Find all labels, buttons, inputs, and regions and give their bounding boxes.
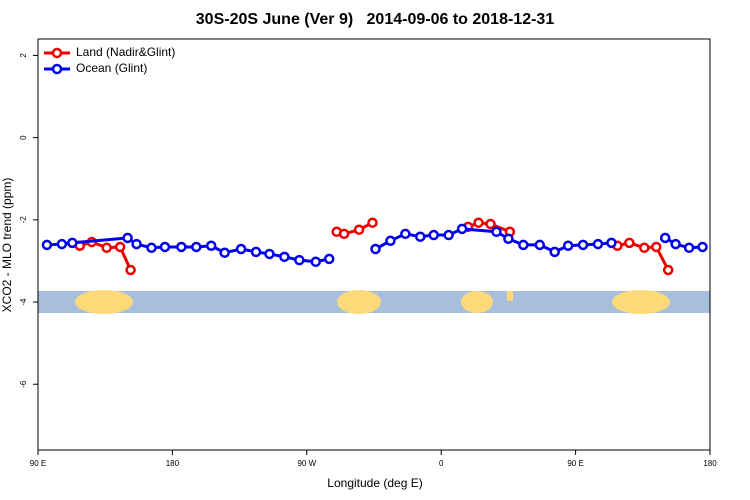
x-tick-label: 0	[439, 459, 444, 468]
point	[279, 251, 290, 263]
legend-marker	[51, 47, 63, 59]
point	[191, 241, 202, 253]
point	[385, 235, 396, 247]
x-axis-label: Longitude (deg E)	[327, 476, 422, 490]
point	[323, 253, 335, 265]
point	[294, 254, 305, 266]
point	[443, 229, 454, 241]
point	[353, 224, 365, 235]
point	[518, 239, 529, 251]
point	[428, 229, 439, 241]
y-tick-label: -6	[19, 380, 28, 388]
y-axis-label: XCO2 - MLO trend (ppm)	[0, 178, 14, 313]
point	[456, 223, 468, 235]
point	[367, 217, 378, 228]
point	[67, 237, 78, 249]
point	[56, 238, 68, 250]
chart-title: 30S-20S June (Ver 9) 2014-09-06 to 2018-…	[196, 11, 555, 28]
point	[659, 232, 671, 244]
point	[670, 238, 681, 250]
point	[562, 240, 574, 251]
point	[624, 237, 635, 249]
point	[146, 242, 157, 254]
point	[125, 264, 136, 276]
point	[697, 241, 708, 253]
point	[400, 228, 411, 240]
x-tick-label: 180	[703, 459, 717, 468]
point	[114, 241, 126, 253]
legend-label: Land (Nadir&Glint)	[76, 45, 175, 59]
point	[264, 248, 275, 260]
point	[219, 247, 230, 258]
point	[534, 239, 546, 251]
x-tick-label: 180	[166, 459, 180, 468]
x-tick-label: 90 E	[30, 459, 46, 468]
point	[592, 238, 604, 250]
point	[473, 217, 484, 228]
point	[205, 240, 217, 251]
point	[250, 246, 262, 258]
point	[370, 243, 381, 255]
y-tick-label: -2	[19, 216, 28, 224]
point	[606, 237, 617, 249]
point	[639, 242, 650, 254]
point	[41, 239, 53, 251]
point	[338, 228, 350, 240]
point	[503, 233, 514, 244]
point	[235, 243, 247, 255]
point	[159, 241, 171, 253]
point	[683, 242, 695, 254]
point	[101, 242, 112, 254]
x-tick-label: 90 W	[297, 459, 316, 468]
point	[650, 241, 662, 253]
point	[176, 241, 187, 253]
point	[122, 232, 133, 244]
legend-marker	[51, 63, 63, 75]
point	[310, 256, 322, 268]
point	[549, 246, 560, 258]
point	[662, 264, 674, 276]
plot-frame	[37, 38, 711, 451]
y-tick-label: 2	[19, 53, 28, 58]
legend-label: Ocean (Glint)	[76, 61, 147, 75]
point	[485, 218, 496, 230]
y-tick-label: 0	[19, 135, 28, 140]
point	[491, 226, 502, 238]
point	[415, 231, 426, 242]
y-tick-label: -4	[19, 298, 28, 306]
point	[131, 238, 142, 250]
point	[577, 239, 589, 251]
map-strip	[38, 290, 710, 314]
x-tick-label: 90 E	[567, 459, 583, 468]
